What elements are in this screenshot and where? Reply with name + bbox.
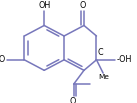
Text: HO: HO xyxy=(0,55,6,64)
Text: O: O xyxy=(79,1,86,10)
Text: -OH: -OH xyxy=(116,55,132,64)
Text: C: C xyxy=(97,48,103,57)
Text: O: O xyxy=(70,97,76,103)
Text: Me: Me xyxy=(98,74,109,80)
Text: OH: OH xyxy=(38,1,50,10)
